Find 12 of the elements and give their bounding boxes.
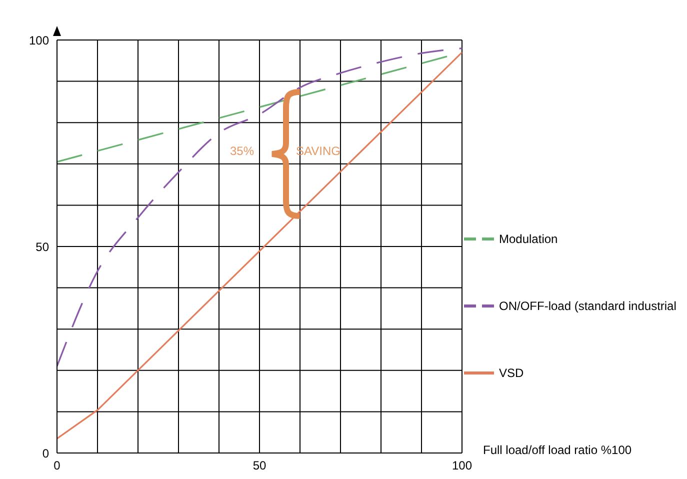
line-series — [57, 47, 462, 368]
legend-label: Modulation — [499, 232, 558, 246]
annotation: 35% — [230, 144, 254, 158]
y-tick-label: 50 — [36, 240, 50, 254]
y-tick-label: 0 — [42, 446, 50, 460]
x-tick-label: 50 — [252, 458, 266, 473]
x-tick-label: 0 — [54, 458, 61, 473]
x-tick-label: 100 — [452, 458, 472, 473]
legend-label: ON/OFF-load (standard industrial — [499, 298, 676, 312]
legend-label: VSD — [499, 366, 524, 380]
x-axis-title: Full load/off load ratio %100 — [483, 443, 632, 457]
y-tick-label: 100 — [28, 33, 50, 48]
